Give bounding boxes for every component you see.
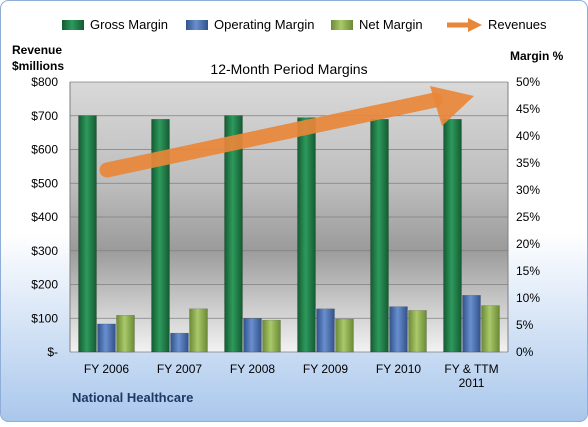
left-tick-label: $800 (31, 75, 58, 89)
right-tick-label: 10% (516, 291, 540, 305)
legend-swatch-gross-margin (62, 20, 84, 30)
right-tick-label: 5% (516, 318, 534, 332)
left-tick-label: $100 (31, 311, 58, 325)
right-tick-label: 30% (516, 183, 540, 197)
category-label: FY 2010 (376, 362, 421, 376)
right-axis-title: Margin % (510, 49, 564, 63)
bar-gross-margin (297, 117, 316, 353)
bar-gross-margin (370, 119, 389, 353)
right-axis-ticks: 0% 5% 10% 15% 20% 25% 30% 35% 40% 45% 50% (516, 75, 540, 359)
legend-label-revenues: Revenues (488, 17, 547, 32)
legend-label-net-margin: Net Margin (359, 17, 423, 32)
chart-title: 12-Month Period Margins (210, 61, 367, 77)
bar-net-margin (481, 305, 500, 353)
bar-net-margin (189, 308, 208, 353)
left-tick-label: $600 (31, 143, 58, 157)
left-axis-title-line1: Revenue (12, 43, 62, 57)
left-axis-title-line2: $millions (12, 59, 64, 73)
category-label: FY 2006 (84, 362, 129, 376)
revenue-trend-line (99, 92, 443, 178)
legend: Gross Margin Operating Margin Net Margin… (62, 17, 547, 32)
legend-swatch-net-margin (331, 20, 353, 30)
bar-net-margin (262, 319, 281, 353)
bar-net-margin (116, 315, 135, 353)
left-tick-label: $500 (31, 176, 58, 190)
revenue-trend-arrow (99, 86, 474, 178)
bars (78, 115, 500, 353)
category-label: FY 2009 (303, 362, 348, 376)
bar-net-margin (408, 310, 427, 353)
left-tick-label: $300 (31, 244, 58, 258)
right-tick-label: 0% (516, 345, 534, 359)
legend-arrowhead-revenues (468, 18, 482, 32)
bar-operating-margin (97, 323, 116, 353)
category-labels: FY 2006 FY 2007 FY 2008 FY 2009 FY 2010 FY & … (84, 362, 499, 390)
category-label: FY & TTM (444, 362, 498, 376)
right-tick-label: 35% (516, 156, 540, 170)
left-tick-label: $400 (31, 210, 58, 224)
right-tick-label: 40% (516, 129, 540, 143)
left-tick-label: $200 (31, 278, 58, 292)
left-axis-ticks: $- $100 $200 $300 $400 $500 $600 $700 $800 (31, 75, 58, 359)
bar-gross-margin (78, 115, 97, 353)
bar-gross-margin (224, 115, 243, 353)
bar-gross-margin (151, 119, 170, 353)
right-tick-label: 50% (516, 75, 540, 89)
right-tick-label: 15% (516, 264, 540, 278)
bar-operating-margin (243, 318, 262, 353)
legend-swatch-operating-margin (186, 20, 208, 30)
category-label: 2011 (459, 376, 485, 390)
revenue-trend-arrowhead (430, 86, 474, 126)
bar-operating-margin (170, 332, 189, 353)
bar-operating-margin (316, 308, 335, 353)
legend-label-operating-margin: Operating Margin (214, 17, 314, 32)
right-tick-label: 45% (516, 102, 540, 116)
bar-operating-margin (462, 295, 481, 353)
right-tick-label: 20% (516, 237, 540, 251)
legend-label-gross-margin: Gross Margin (90, 17, 168, 32)
bar-gross-margin (443, 119, 462, 353)
company-name: National Healthcare (72, 390, 193, 405)
bar-net-margin (335, 318, 354, 353)
bar-operating-margin (389, 306, 408, 353)
left-tick-label: $700 (31, 109, 58, 123)
category-label: FY 2007 (157, 362, 202, 376)
category-label: FY 2008 (230, 362, 275, 376)
right-tick-label: 25% (516, 210, 540, 224)
gridlines (69, 81, 509, 353)
left-tick-label: $- (47, 345, 58, 359)
